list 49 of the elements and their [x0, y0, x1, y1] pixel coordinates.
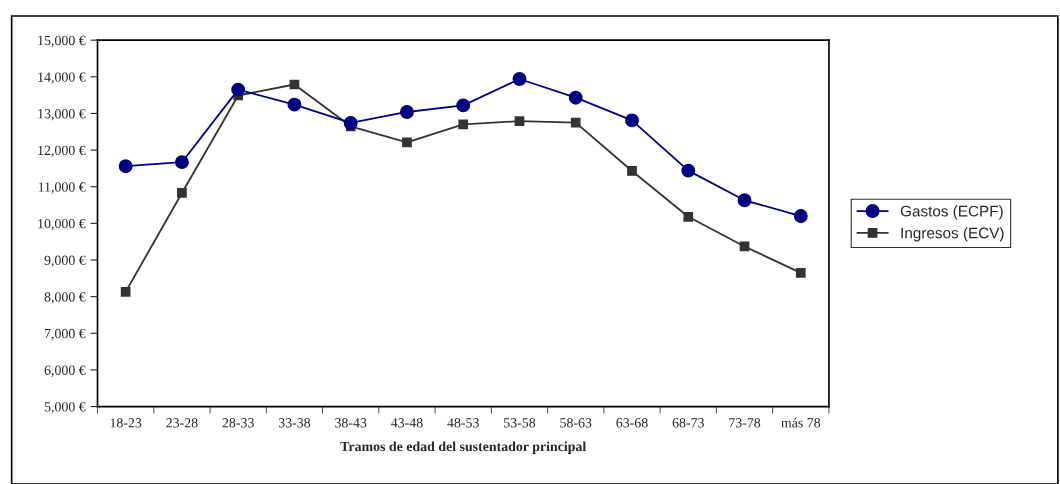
x-axis-title: Tramos de edad del sustentador principal	[340, 441, 587, 454]
x-tick-label: 68-73	[672, 418, 704, 428]
point	[343, 116, 358, 130]
x-tick-label: 48-53	[447, 418, 479, 428]
point	[402, 137, 412, 148]
point	[118, 159, 133, 174]
x-tick-label: más 78	[781, 417, 821, 428]
y-tick-label: 14,000 €	[38, 72, 86, 84]
y-tick-label: 13,000 €	[38, 109, 86, 121]
point	[456, 98, 471, 113]
y-tick-label: 15,000 €	[38, 35, 86, 48]
x-tick-label: 63-68	[616, 418, 648, 428]
x-tick-label: 38-43	[335, 418, 367, 428]
point	[287, 97, 302, 112]
x-tick-label: 23-28	[166, 418, 198, 428]
point	[627, 166, 637, 176]
legend-label: Ingresos (ECV)	[901, 227, 1004, 242]
point	[683, 211, 694, 222]
point	[737, 193, 752, 208]
x-tick-label: 58-63	[560, 418, 592, 428]
y-tick-label: 11,000 €	[38, 182, 86, 194]
y-tick-label: 8,000 €	[44, 292, 86, 304]
point	[512, 72, 527, 86]
y-tick-label: 10,000 €	[38, 218, 86, 231]
x-tick-label: 28-33	[222, 418, 254, 428]
point	[120, 287, 131, 297]
point	[177, 188, 187, 198]
point	[400, 105, 414, 119]
x-tick-label: 18-23	[110, 418, 142, 428]
x-tick-label: 43-48	[391, 418, 423, 428]
point	[795, 267, 806, 278]
point	[231, 82, 246, 97]
point	[625, 113, 639, 128]
y-tick-label: 12,000 €	[38, 145, 86, 158]
point	[458, 119, 469, 130]
x-tick-label: 33-38	[278, 418, 311, 428]
point	[793, 209, 808, 223]
x-tick-label: 73-78	[729, 418, 761, 428]
y-tick-label: 6,000 €	[44, 365, 86, 377]
point	[514, 116, 525, 127]
point	[570, 117, 581, 128]
point	[568, 90, 583, 105]
y-tick-label: 5,000 €	[44, 402, 86, 414]
point	[174, 155, 189, 170]
point	[681, 163, 696, 178]
x-tick-label: 53-58	[504, 418, 536, 428]
y-tick-label: 7,000 €	[44, 328, 86, 341]
y-tick-label: 9,000 €	[44, 255, 86, 267]
legend-label: Gastos (ECPF)	[900, 205, 1003, 220]
